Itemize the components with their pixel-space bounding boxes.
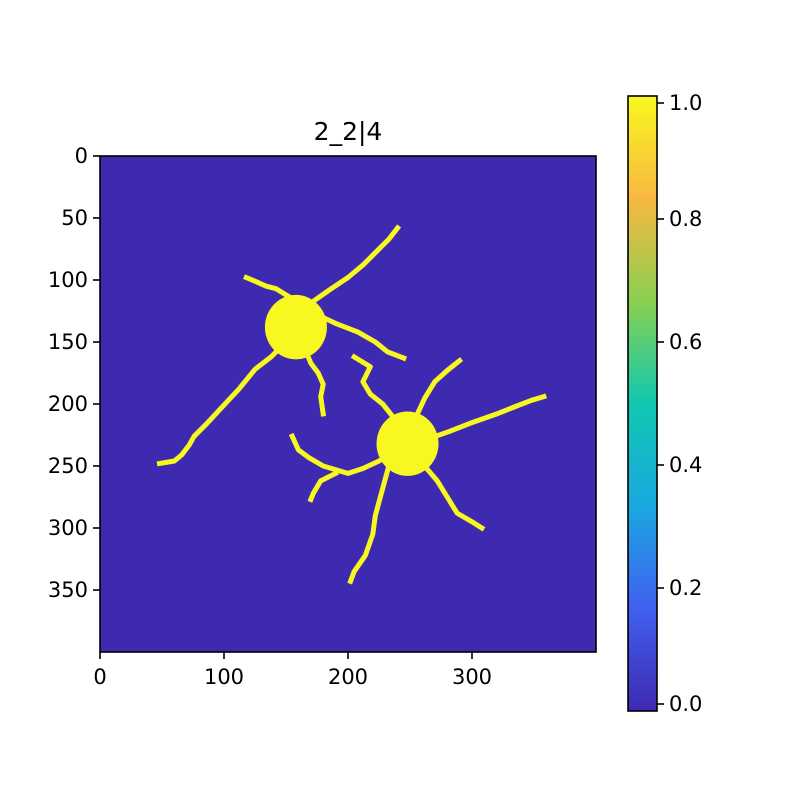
cell-1 [156, 224, 408, 467]
cell-2-process-6 [418, 459, 486, 532]
colorbar-tick-label: 0.6 [669, 330, 702, 354]
colorbar-tick-label: 0.4 [669, 453, 702, 477]
cell-1-process-4 [243, 274, 300, 305]
y-tick-label: 200 [48, 392, 88, 416]
cell-1-process-1 [156, 338, 290, 467]
x-tick-label: 200 [328, 665, 368, 689]
cell-1-process-3 [313, 311, 408, 362]
cell-2-soma [376, 411, 439, 476]
y-tick-label: 0 [75, 144, 88, 168]
cell-2-process-2 [350, 353, 402, 427]
x-tick-label: 300 [452, 665, 492, 689]
cell-2-process-1 [425, 393, 548, 442]
chart-title: 2_2|4 [314, 117, 383, 146]
y-tick-label: 350 [48, 578, 88, 602]
cell-2-process-5 [347, 457, 394, 585]
x-axis: 0 100 200 300 [93, 652, 492, 689]
cell-2-process-7 [307, 470, 339, 503]
x-tick-label: 0 [93, 665, 106, 689]
y-tick-label: 100 [48, 268, 88, 292]
y-tick-label: 300 [48, 516, 88, 540]
colorbar-tick-label: 0.8 [669, 207, 702, 231]
colorbar-tick-label: 1.0 [669, 91, 702, 115]
cell-2 [288, 353, 548, 585]
colorbar-gradient [628, 96, 657, 711]
x-tick-label: 100 [204, 665, 244, 689]
colorbar-tick-label: 0.2 [669, 576, 702, 600]
y-axis: 0 50 100 150 200 250 300 350 [48, 144, 100, 602]
cell-1-soma [264, 294, 327, 360]
cell-2-process-3 [412, 357, 464, 420]
cell-1-process-2 [304, 224, 402, 309]
image-background [100, 156, 596, 652]
plot-area [99, 155, 597, 653]
mask-foreground [156, 224, 548, 585]
y-tick-label: 50 [61, 206, 88, 230]
cell-1-process-5 [301, 344, 327, 417]
colorbar: 0.0 0.2 0.4 0.6 0.8 1.0 [627, 91, 702, 716]
y-tick-label: 250 [48, 454, 88, 478]
y-tick-label: 150 [48, 330, 88, 354]
colorbar-frame [627, 95, 658, 712]
cell-2-process-4 [288, 432, 399, 476]
colorbar-tick-label: 0.0 [669, 692, 702, 716]
